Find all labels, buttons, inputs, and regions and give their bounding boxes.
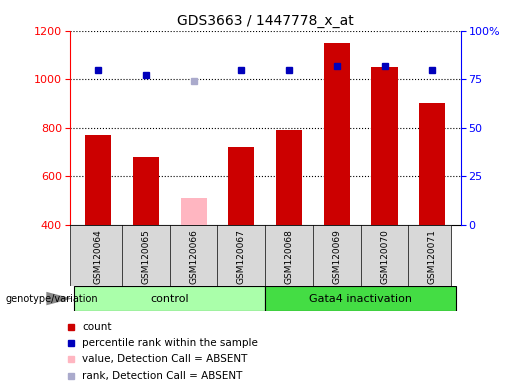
Bar — [228, 147, 254, 225]
Text: GSM120064: GSM120064 — [94, 230, 102, 284]
Bar — [419, 103, 445, 225]
Text: Gata4 inactivation: Gata4 inactivation — [309, 293, 412, 304]
Text: rank, Detection Call = ABSENT: rank, Detection Call = ABSENT — [82, 371, 242, 381]
Text: GSM120070: GSM120070 — [380, 230, 389, 285]
Bar — [133, 157, 159, 225]
Text: percentile rank within the sample: percentile rank within the sample — [82, 338, 258, 348]
Text: GSM120067: GSM120067 — [237, 230, 246, 285]
Polygon shape — [46, 292, 72, 305]
Bar — [180, 198, 207, 225]
Text: count: count — [82, 322, 111, 332]
Text: genotype/variation: genotype/variation — [5, 293, 98, 304]
Text: GSM120068: GSM120068 — [285, 230, 294, 285]
Bar — [74, 286, 265, 311]
Text: GSM120069: GSM120069 — [332, 230, 341, 285]
Bar — [85, 135, 111, 225]
Text: GSM120065: GSM120065 — [142, 230, 150, 285]
Bar — [276, 130, 302, 225]
Bar — [324, 43, 350, 225]
Bar — [265, 286, 456, 311]
Title: GDS3663 / 1447778_x_at: GDS3663 / 1447778_x_at — [177, 14, 354, 28]
Text: value, Detection Call = ABSENT: value, Detection Call = ABSENT — [82, 354, 247, 364]
Text: GSM120066: GSM120066 — [189, 230, 198, 285]
Text: GSM120071: GSM120071 — [428, 230, 437, 285]
Text: control: control — [150, 293, 189, 304]
Bar — [371, 67, 398, 225]
